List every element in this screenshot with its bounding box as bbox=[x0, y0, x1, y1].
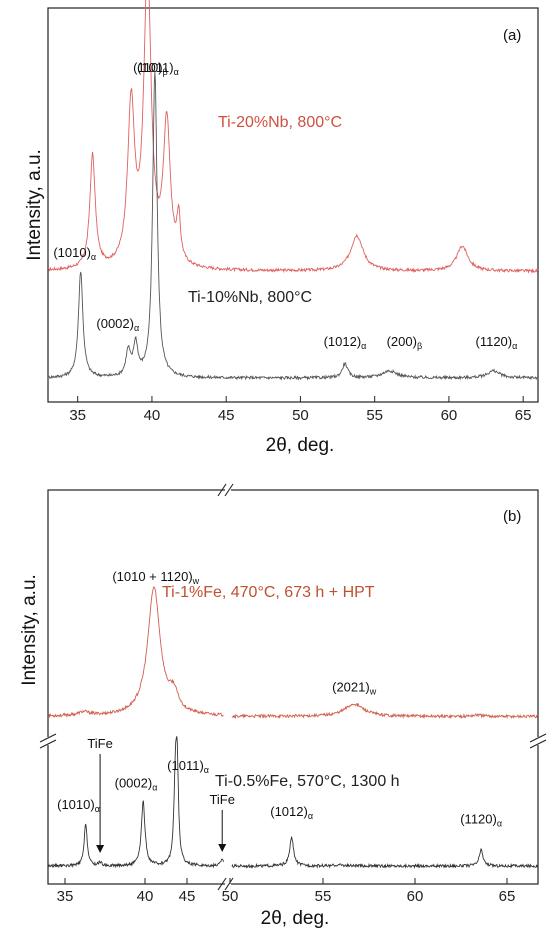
panel-b-peak-label-2: (1011)α bbox=[167, 758, 209, 775]
panel-a-series-line-0 bbox=[47, 0, 539, 274]
panel-b-series-1-label: Ti-0.5%Fe, 570°C, 1300 h bbox=[215, 773, 400, 790]
panel-b-frame bbox=[47, 489, 539, 885]
panel-a-peak-label-5: (200)β bbox=[387, 334, 423, 351]
panel-b-series-line-1-seg-1 bbox=[231, 836, 539, 869]
panel-a-xtick-label: 45 bbox=[218, 407, 235, 424]
panel-a-xtick-label: 55 bbox=[366, 407, 383, 424]
axis-break-mark bbox=[39, 739, 57, 749]
panel-a-peak-label-4: (1012)α bbox=[324, 334, 367, 351]
panel-a-xlabel: 2θ, deg. bbox=[266, 435, 335, 456]
panel-b-peak-label-3: (1010)α bbox=[57, 797, 100, 814]
panel-b-ylabel: Intensity, a.u. bbox=[19, 574, 40, 686]
panel-b: (b) Intensity, a.u. 2θ, deg. 35 40 45 50 55 6… bbox=[19, 483, 547, 929]
panel-a-frame bbox=[47, 7, 539, 403]
panel-a: (a) Intensity, a.u. 2θ, deg. 35 40 45 50 55 6… bbox=[24, 0, 539, 456]
panel-b-series-line-0-seg-1 bbox=[231, 702, 539, 720]
tife-label-0: TiFe bbox=[87, 736, 113, 751]
axis-break-mark bbox=[529, 739, 547, 749]
panel-a-ylabel: Intensity, a.u. bbox=[24, 149, 45, 261]
axis-break-gap bbox=[225, 484, 231, 894]
panel-a-series-line-1 bbox=[47, 71, 539, 381]
panel-b-xtick-label: 45 bbox=[179, 888, 196, 905]
panel-b-series-line-0-seg-0 bbox=[47, 586, 224, 719]
panel-b-peak-label-5: (1012)α bbox=[270, 804, 313, 821]
panel-a-label: (a) bbox=[503, 27, 521, 44]
panel-a-series-1-label: Ti-10%Nb, 800°C bbox=[188, 289, 312, 306]
panel-a-xtick-label: 60 bbox=[441, 407, 458, 424]
axis-break-mark bbox=[217, 483, 227, 497]
panel-b-peak-label-4: (0002)α bbox=[115, 776, 158, 793]
panel-b-xtick-label: 65 bbox=[499, 888, 516, 905]
panel-b-label: (b) bbox=[503, 508, 521, 525]
panel-a-peak-label-2: (1010)α bbox=[53, 245, 96, 262]
panel-b-xtick-label: 40 bbox=[137, 888, 154, 905]
axis-break-mark bbox=[39, 733, 57, 743]
panel-a-peak-label-0: (110)β bbox=[133, 60, 168, 77]
panel-a-peak-label-6: (1120)α bbox=[476, 334, 518, 351]
axis-break-mark bbox=[217, 877, 227, 891]
panel-b-series-line-1-seg-0 bbox=[47, 736, 225, 869]
panel-a-xtick-label: 65 bbox=[515, 407, 532, 424]
axis-break-gap-left bbox=[40, 737, 56, 745]
panel-a-xtick-label: 40 bbox=[144, 407, 161, 424]
axis-break-mark bbox=[224, 877, 234, 891]
panel-b-xtick-label: 50 bbox=[222, 888, 239, 905]
panel-b-xtick-label: 55 bbox=[315, 888, 332, 905]
panel-b-peak-label-0: (1010 + 1120)w bbox=[112, 569, 199, 586]
panel-a-xtick-label: 35 bbox=[69, 407, 86, 424]
panel-b-peak-label-1: (2021)w bbox=[332, 680, 377, 697]
panel-b-xtick-label: 60 bbox=[407, 888, 424, 905]
panel-a-peak-label-1: (1011)α bbox=[137, 60, 179, 77]
panel-a-xtick-label: 50 bbox=[292, 407, 309, 424]
panel-b-peak-label-6: (1120)α bbox=[460, 811, 502, 828]
panel-b-xtick-label: 35 bbox=[57, 888, 74, 905]
panel-b-xlabel: 2θ, deg. bbox=[261, 908, 330, 929]
tife-arrowhead-1 bbox=[218, 844, 227, 852]
panel-a-series-0-label: Ti-20%Nb, 800°C bbox=[218, 114, 342, 131]
axis-break-gap-right bbox=[530, 737, 546, 745]
axis-break-mark bbox=[224, 483, 234, 497]
panel-a-peak-label-3: (0002)α bbox=[96, 316, 139, 333]
tife-arrowhead-0 bbox=[96, 845, 105, 853]
axis-break-mark bbox=[529, 733, 547, 743]
panel-b-series-0-label: Ti-1%Fe, 470°C, 673 h + HPT bbox=[162, 584, 375, 601]
tife-label-1: TiFe bbox=[209, 792, 235, 807]
